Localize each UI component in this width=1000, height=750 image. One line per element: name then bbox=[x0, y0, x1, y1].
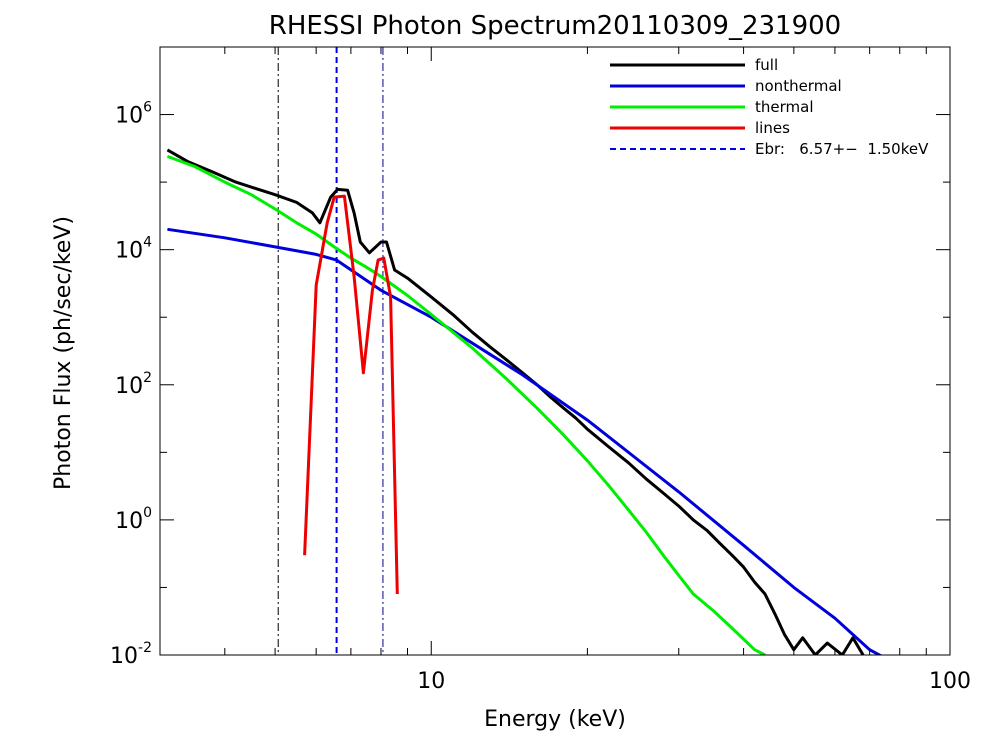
y-tick-label: 102 bbox=[115, 370, 152, 399]
chart-title: RHESSI Photon Spectrum20110309_231900 bbox=[269, 11, 841, 41]
legend-label-3: thermal bbox=[755, 98, 814, 116]
y-tick-label: 10-2 bbox=[110, 640, 152, 669]
series-thermal-line bbox=[166, 154, 766, 655]
y-tick-label: 106 bbox=[115, 100, 152, 129]
legend-label-1: full bbox=[755, 56, 778, 74]
legend-label-5: Ebr: 6.57+− 1.50keV bbox=[755, 140, 929, 158]
y-axis-label: Photon Flux (ph/sec/keV) bbox=[51, 216, 76, 490]
legend-label-4: lines bbox=[755, 119, 790, 137]
legend-label-2: nonthermal bbox=[755, 77, 842, 95]
x-tick-label: 100 bbox=[929, 669, 971, 694]
series-nonthermal-line bbox=[167, 227, 883, 655]
series-lines-line bbox=[303, 194, 399, 595]
series-full-line bbox=[166, 148, 865, 655]
y-tick-label: 100 bbox=[115, 505, 152, 534]
x-axis-label: Energy (keV) bbox=[484, 707, 626, 732]
y-tick-label: 104 bbox=[115, 235, 152, 264]
plot-frame bbox=[159, 46, 951, 656]
x-tick-label: 10 bbox=[417, 669, 445, 694]
